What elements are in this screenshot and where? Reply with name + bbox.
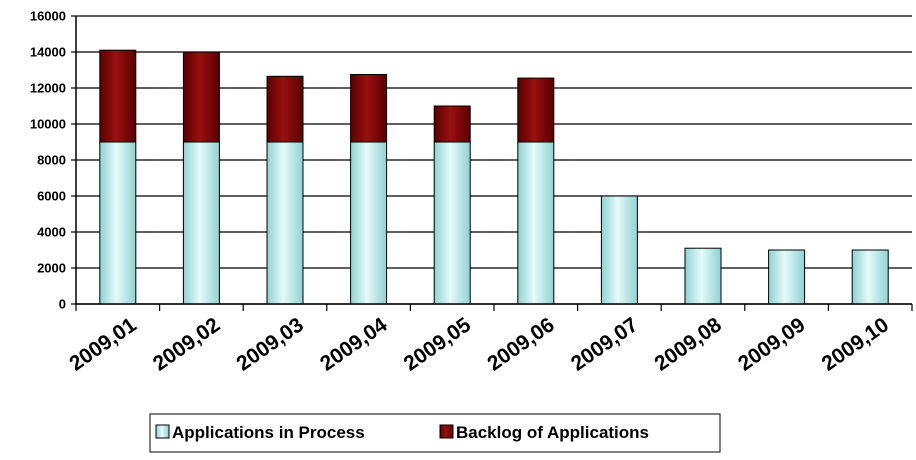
bar-backlog-of-applications: [433, 105, 471, 143]
x-tick-label: 2009,04: [316, 313, 392, 376]
legend-label: Backlog of Applications: [456, 423, 649, 442]
x-tick-label: 2009,06: [483, 313, 558, 375]
bar-applications-in-process: [182, 141, 220, 305]
bar-applications-in-process: [350, 141, 388, 305]
legend-label: Applications in Process: [172, 423, 365, 442]
x-tick-label: 2009,01: [65, 313, 141, 376]
y-tick-label: 0: [59, 297, 66, 312]
x-tick-label: 2009,03: [232, 313, 307, 375]
bar-applications-in-process: [517, 141, 555, 305]
y-tick-label: 10000: [30, 117, 66, 132]
x-tick-label: 2009,05: [400, 313, 476, 376]
bar-backlog-of-applications: [182, 51, 220, 143]
y-tick-label: 6000: [37, 189, 66, 204]
x-tick-label: 2009,10: [818, 313, 893, 375]
legend-swatch: [155, 424, 170, 439]
bar-backlog-of-applications: [99, 49, 137, 143]
bar-applications-in-process: [433, 141, 471, 305]
x-tick-label: 2009,08: [650, 313, 726, 376]
y-tick-labels: 0 2000 4000 6000 8000 10000 12000 14000 16000: [30, 9, 66, 312]
bar-backlog-of-applications: [517, 77, 555, 143]
bar-backlog-of-applications: [266, 75, 304, 143]
x-tick-label: 2009,02: [149, 313, 224, 375]
y-tick-label: 4000: [37, 225, 66, 240]
x-tick-labels: 2009,01 2009,02 2009,03 2009,04 2009,05 2009,…: [65, 313, 893, 376]
x-tick-label: 2009,07: [567, 313, 642, 375]
bar-backlog-of-applications: [350, 74, 388, 143]
x-tick-label: 2009,09: [734, 313, 809, 375]
y-tick-label: 8000: [37, 153, 66, 168]
y-tick-label: 2000: [37, 261, 66, 276]
bar-applications-in-process: [99, 141, 137, 305]
bar-applications-in-process: [851, 249, 889, 305]
bars: [99, 49, 889, 305]
axes: [75, 16, 913, 311]
bar-applications-in-process: [600, 195, 638, 305]
bar-applications-in-process: [266, 141, 304, 305]
legend: Applications in Process Backlog of Applic…: [149, 413, 721, 453]
bar-applications-in-process: [768, 249, 806, 305]
bar-applications-in-process: [684, 247, 722, 305]
y-tick-label: 16000: [30, 9, 66, 24]
legend-swatch: [439, 424, 454, 439]
y-tick-label: 12000: [30, 81, 66, 96]
legend-box: [149, 413, 721, 453]
y-tick-label: 14000: [30, 45, 66, 60]
